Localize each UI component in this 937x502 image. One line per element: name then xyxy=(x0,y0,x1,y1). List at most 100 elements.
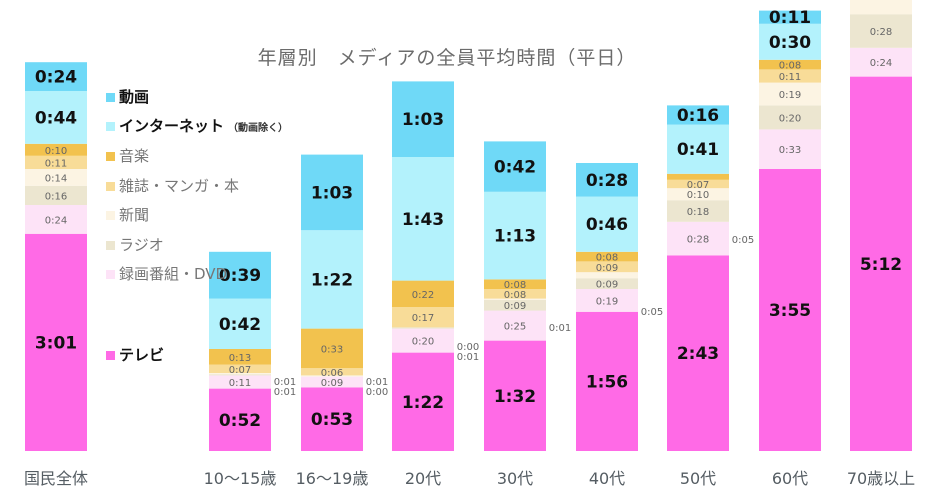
data-label: 0:10 xyxy=(45,146,67,157)
bar-segment xyxy=(301,328,363,369)
legend-label: インターネット （動画除く） xyxy=(119,117,288,135)
data-label: 0:42 xyxy=(219,315,261,335)
data-label: 0:44 xyxy=(35,108,77,128)
data-label: 0:09 xyxy=(504,301,526,312)
data-label: 0:19 xyxy=(779,90,801,101)
bar-segment xyxy=(25,169,87,186)
bar-segment xyxy=(850,0,912,15)
data-label: 0:33 xyxy=(779,145,801,156)
data-label: 0:13 xyxy=(229,353,251,364)
bar-segment xyxy=(25,233,87,451)
legend-swatch xyxy=(106,152,115,161)
data-label: 1:22 xyxy=(311,270,353,290)
bar-segment xyxy=(301,376,363,388)
bar-segment xyxy=(209,373,271,375)
data-label: 0:16 xyxy=(45,191,67,202)
bar-segment xyxy=(667,105,729,125)
data-label: 0:20 xyxy=(779,113,801,124)
data-label: 0:18 xyxy=(687,207,709,218)
data-label: 0:24 xyxy=(45,215,67,226)
data-label: 0:28 xyxy=(870,27,892,38)
data-label: 5:12 xyxy=(860,255,902,275)
data-label: 0:25 xyxy=(504,322,526,333)
bar-segment xyxy=(301,230,363,329)
data-label: 3:55 xyxy=(769,301,811,321)
data-label: 0:07 xyxy=(687,180,709,191)
legend-swatch xyxy=(106,351,115,360)
data-label: 0:42 xyxy=(494,158,536,178)
bar-segment xyxy=(576,251,638,262)
bar-segment xyxy=(392,307,454,328)
bar-stack: 1:320:250:090:080:081:130:42 xyxy=(484,141,546,451)
legend-label: 新聞 xyxy=(119,206,149,224)
bar-segment xyxy=(301,375,363,377)
data-label: 0:08 xyxy=(779,61,801,72)
bar-segment xyxy=(209,375,271,389)
bar-segment xyxy=(576,163,638,197)
bar-segment xyxy=(25,155,87,169)
data-label: 0:28 xyxy=(687,235,709,246)
bar-segment xyxy=(667,221,729,256)
data-label: 0:53 xyxy=(311,410,353,430)
bar-segment xyxy=(667,255,729,451)
data-label: 1:56 xyxy=(586,372,628,392)
bar-stack: 1:560:190:090:090:080:460:28 xyxy=(576,163,638,451)
data-label: 0:16 xyxy=(677,106,719,126)
data-label: 0:19 xyxy=(596,296,618,307)
legend-label: テレビ xyxy=(119,346,164,364)
data-label: 0:52 xyxy=(219,411,261,431)
bar-segment xyxy=(392,280,454,307)
x-tick-label: 20代 xyxy=(405,469,441,488)
outside-data-label: 0:00 xyxy=(366,387,388,398)
data-label: 0:30 xyxy=(769,33,811,53)
legend-label: 録画番組・DVD xyxy=(119,265,227,283)
bar-segment xyxy=(576,196,638,252)
data-label: 0:08 xyxy=(504,290,526,301)
outside-data-label: 0:01 xyxy=(366,377,388,388)
bar-segment xyxy=(759,82,821,106)
bar-segment xyxy=(25,62,87,91)
bar-segment xyxy=(25,185,87,205)
bar-segment xyxy=(484,289,546,299)
data-label: 0:28 xyxy=(586,171,628,191)
bar-segment xyxy=(392,352,454,451)
legend-note: （動画除く） xyxy=(228,121,288,134)
bar-segment xyxy=(484,340,546,451)
data-label: 0:11 xyxy=(769,8,811,28)
bar-segment xyxy=(301,387,363,451)
outside-data-label: 0:05 xyxy=(641,307,663,318)
data-label: 0:08 xyxy=(596,253,618,264)
data-label: 0:08 xyxy=(504,280,526,291)
bar-segment xyxy=(392,81,454,157)
data-label: 0:09 xyxy=(321,378,343,389)
bar-segment xyxy=(576,261,638,273)
bar-segment xyxy=(759,10,821,24)
bar-segment xyxy=(759,129,821,169)
bar-segment xyxy=(667,200,729,222)
bar-segment xyxy=(301,154,363,231)
bar-segment xyxy=(209,364,271,373)
data-label: 1:03 xyxy=(311,183,353,203)
data-label: 0:17 xyxy=(412,313,434,324)
bar-segment xyxy=(759,23,821,60)
data-label: 1:13 xyxy=(494,227,536,247)
bar-segment xyxy=(667,124,729,174)
outside-data-label: 0:05 xyxy=(732,235,754,246)
bar-segment xyxy=(209,374,271,376)
bar-segment xyxy=(759,69,821,83)
bar-stack: 3:01 0:24 0:16 0:14 0:110:10 0:44 0:24 xyxy=(25,62,87,451)
data-label: 1:22 xyxy=(402,393,444,413)
data-label: 0:14 xyxy=(45,173,67,184)
outside-data-label: 0:01 xyxy=(549,323,571,334)
bar-segment xyxy=(209,251,271,299)
data-label: 0:22 xyxy=(412,290,434,301)
legend-swatch xyxy=(106,241,115,250)
chart-title: 年層別 メディアの全員平均時間（平日） xyxy=(258,47,637,69)
legend-swatch xyxy=(106,182,115,191)
bar-segment xyxy=(209,388,271,451)
data-label: 3:01 xyxy=(35,333,77,353)
bar-segment xyxy=(759,169,821,451)
bar-segment xyxy=(392,328,454,353)
bar-stack: 0:53 0:090:06 0:33 1:22 1:03 xyxy=(301,154,363,451)
outside-data-label: 0:01 xyxy=(274,387,296,398)
